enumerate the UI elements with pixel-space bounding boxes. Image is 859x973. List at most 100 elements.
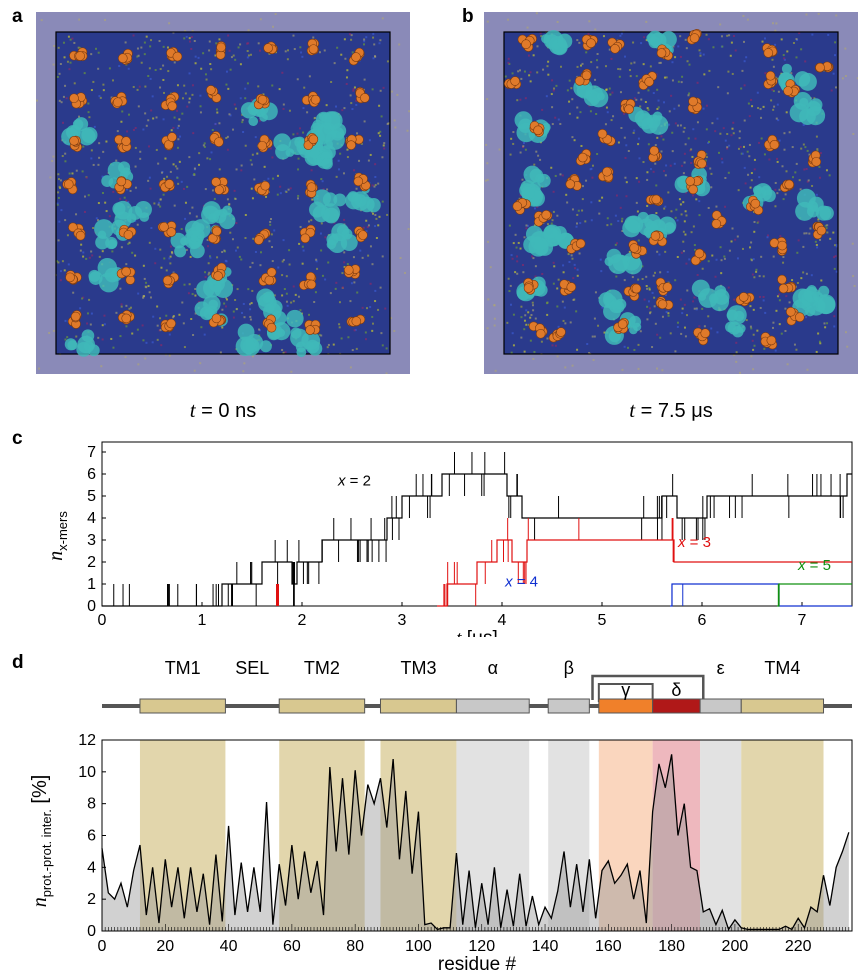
orange-protein bbox=[343, 264, 361, 279]
x-tick-label: 2 bbox=[298, 612, 307, 629]
panel-letter-a: a bbox=[12, 6, 23, 27]
orange-protein bbox=[777, 274, 797, 294]
y-tick-label: 10 bbox=[78, 764, 96, 781]
panel-letter-c: c bbox=[12, 428, 23, 449]
orange-protein bbox=[735, 292, 755, 307]
orange-protein bbox=[253, 93, 270, 110]
orange-protein bbox=[158, 179, 175, 193]
orange-protein bbox=[607, 37, 625, 54]
x-tick-label: 60 bbox=[283, 938, 301, 955]
snapshot-b bbox=[484, 12, 858, 374]
panel-letter-b: b bbox=[462, 6, 474, 27]
region-box-2 bbox=[278, 698, 366, 714]
cyan-protein-cluster bbox=[628, 106, 669, 135]
x-axis-label-unit: [μs] bbox=[461, 628, 497, 637]
orange-protein bbox=[512, 198, 531, 215]
region-band-5 bbox=[548, 740, 590, 931]
series-label-4: x = 4 bbox=[504, 574, 538, 591]
x-axis-label: t [μs] bbox=[456, 628, 498, 637]
orange-protein bbox=[693, 150, 707, 169]
series-label-var: x bbox=[677, 534, 686, 551]
orange-protein bbox=[504, 76, 522, 89]
x-tick-label: 7 bbox=[798, 612, 807, 629]
series-line-2 bbox=[102, 473, 852, 607]
cyan-protein-cluster bbox=[256, 288, 283, 322]
y-tick-label: 1 bbox=[87, 576, 96, 593]
region-box-3 bbox=[379, 698, 457, 714]
orange-protein bbox=[528, 321, 548, 339]
cyan-protein-cluster bbox=[604, 248, 643, 275]
orange-protein bbox=[69, 92, 88, 109]
series-line-3 bbox=[437, 539, 852, 607]
orange-protein bbox=[118, 224, 137, 240]
orange-protein bbox=[257, 134, 273, 153]
x-tick-label: 6 bbox=[698, 612, 707, 629]
orange-protein bbox=[807, 150, 822, 168]
orange-protein bbox=[348, 47, 365, 66]
orange-protein bbox=[301, 91, 321, 108]
orange-protein bbox=[262, 314, 277, 333]
cyan-protein-cluster bbox=[795, 188, 834, 221]
orange-protein bbox=[581, 34, 598, 51]
y-tick-label: 4 bbox=[87, 859, 96, 876]
orange-protein bbox=[162, 272, 179, 289]
orange-protein bbox=[760, 332, 778, 350]
orange-protein bbox=[263, 41, 278, 55]
series-label-value: = 3 bbox=[686, 534, 711, 551]
orange-protein bbox=[207, 225, 222, 245]
orange-protein bbox=[65, 270, 82, 285]
orange-protein bbox=[517, 34, 537, 52]
orange-protein bbox=[299, 224, 316, 244]
series-label-var: x bbox=[504, 574, 513, 591]
orange-protein bbox=[523, 277, 539, 295]
orange-protein bbox=[693, 327, 711, 346]
region-box-0 bbox=[139, 698, 226, 714]
x-tick-label: 160 bbox=[595, 938, 622, 955]
y-tick-label: 6 bbox=[87, 466, 96, 483]
series-label-5: x = 5 bbox=[797, 557, 831, 574]
region-box-9 bbox=[740, 698, 825, 714]
orange-protein bbox=[686, 28, 702, 45]
orange-protein bbox=[769, 236, 788, 256]
simulation-box-outline bbox=[55, 31, 391, 355]
x-tick-label: 1 bbox=[198, 612, 207, 629]
orange-protein bbox=[304, 319, 321, 335]
orange-protein bbox=[574, 68, 592, 86]
cyan-protein-cluster bbox=[309, 189, 347, 224]
orange-protein bbox=[620, 98, 636, 114]
orange-protein bbox=[638, 71, 657, 91]
orange-protein bbox=[211, 262, 227, 281]
series-label-var: x bbox=[797, 557, 806, 574]
region-band-8 bbox=[700, 740, 742, 931]
series-line-5 bbox=[777, 583, 852, 607]
gamma-bracket bbox=[597, 683, 654, 702]
orange-protein bbox=[69, 135, 83, 152]
orange-protein bbox=[116, 266, 136, 285]
cyan-protein-cluster bbox=[725, 305, 747, 338]
series-label-2: x = 2 bbox=[337, 472, 371, 489]
y-axis-label-sub: prot.-prot. inter. bbox=[39, 809, 54, 897]
orange-protein bbox=[597, 128, 616, 147]
cyan-protein-cluster bbox=[345, 185, 381, 213]
cyan-protein-cluster bbox=[598, 289, 627, 321]
series-label-value: = 4 bbox=[513, 574, 538, 591]
y-axis-label: nx-mers bbox=[45, 511, 70, 561]
y-tick-label: 5 bbox=[87, 488, 96, 505]
series-line-4 bbox=[670, 583, 852, 607]
orange-protein bbox=[645, 194, 664, 207]
orange-protein bbox=[117, 48, 133, 65]
region-label-7: δ bbox=[671, 680, 681, 700]
orange-protein bbox=[346, 314, 366, 327]
cyan-protein-cluster bbox=[326, 223, 358, 253]
x-tick-label: 140 bbox=[532, 938, 559, 955]
cyan-protein-cluster bbox=[196, 267, 234, 299]
orange-protein bbox=[655, 277, 673, 296]
orange-protein bbox=[114, 134, 132, 153]
cyan-protein-cluster bbox=[573, 78, 609, 108]
region-box-8 bbox=[699, 698, 742, 714]
region-box-4 bbox=[455, 698, 530, 714]
gamma-delta-bracket bbox=[591, 674, 705, 700]
cyan-protein-cluster bbox=[184, 219, 221, 250]
region-label-6: γ bbox=[621, 680, 630, 700]
